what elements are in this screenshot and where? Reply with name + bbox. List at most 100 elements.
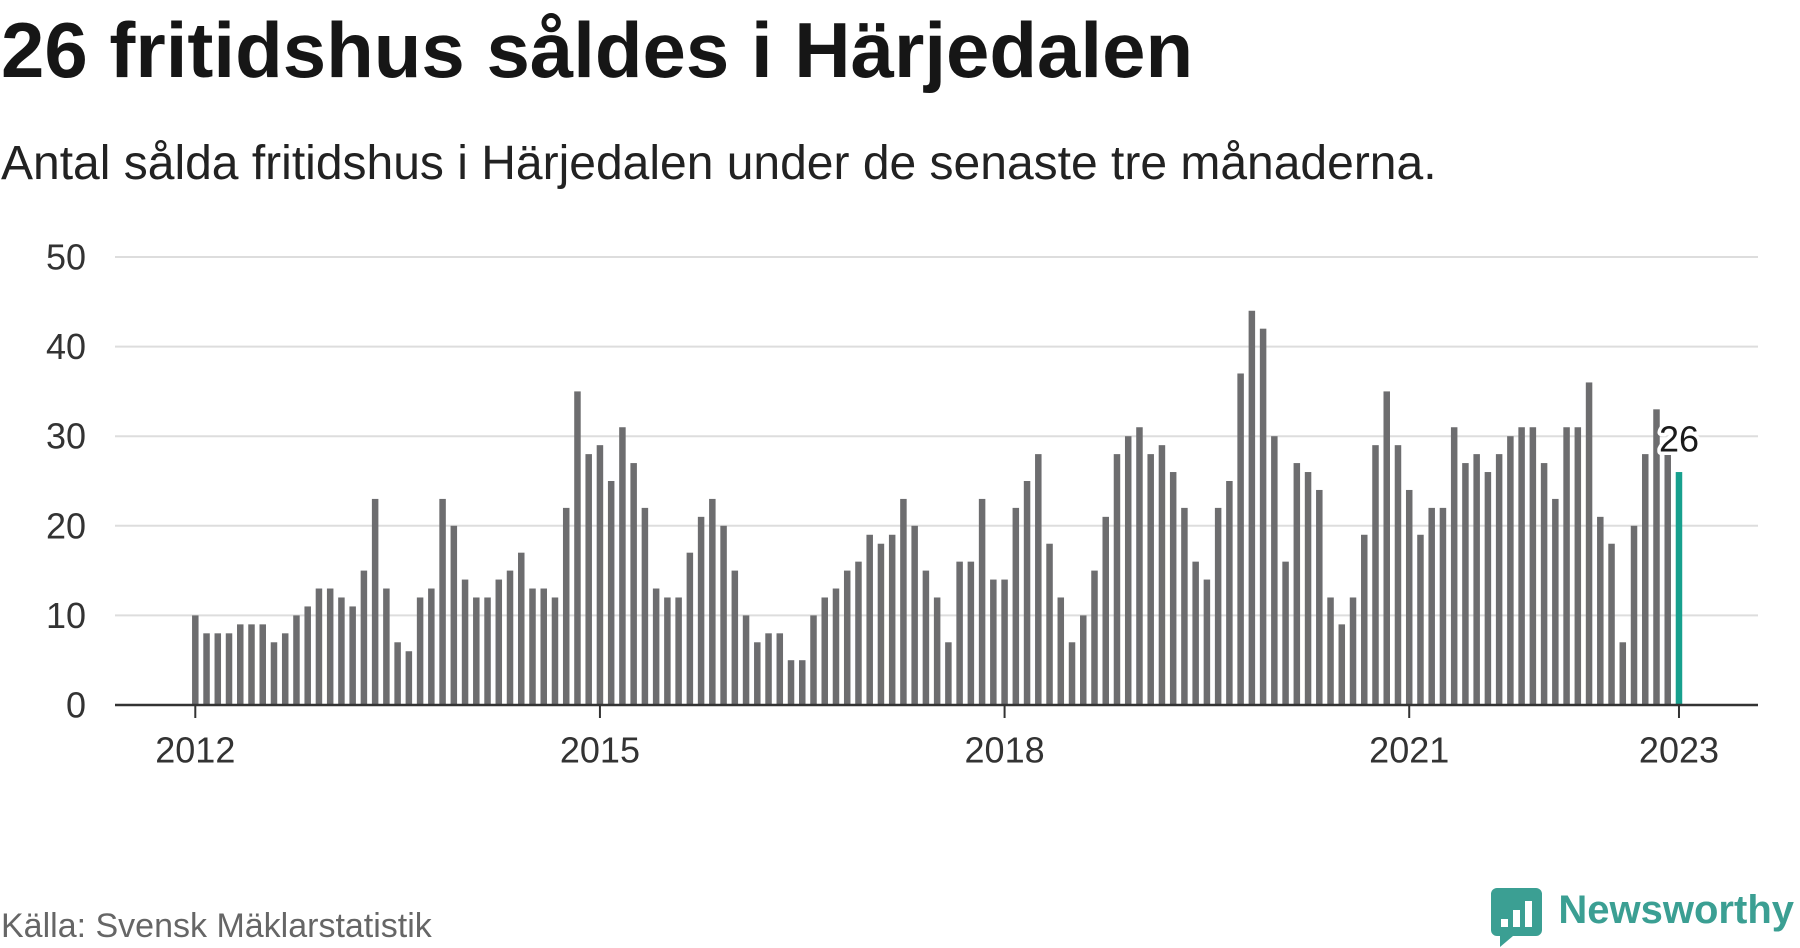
bar: [630, 463, 637, 705]
bar: [832, 588, 840, 705]
bar: [1439, 507, 1447, 705]
bar: [1507, 436, 1514, 705]
bar: [877, 543, 885, 705]
bar: [360, 570, 368, 705]
bar: [1124, 436, 1132, 705]
bar: [1293, 463, 1301, 705]
bar: [1169, 472, 1177, 705]
bar: [652, 588, 660, 705]
bar: [1046, 543, 1053, 705]
bar: [888, 534, 896, 705]
bar: [1529, 427, 1537, 705]
bar: [1023, 481, 1031, 705]
bar: [326, 588, 334, 705]
bar: [540, 588, 547, 705]
axes: 0 10 20 30 40 50 2012 2015 2018 2021 2023: [46, 237, 1758, 771]
bar: [1642, 454, 1649, 705]
bar: [956, 561, 963, 705]
y-tick-label: 50: [46, 237, 86, 278]
x-tick-label: 2021: [1369, 730, 1449, 771]
bar: [754, 642, 761, 705]
bar: [675, 597, 682, 705]
bar: [585, 454, 592, 705]
bar: [383, 588, 390, 705]
bar: [1597, 516, 1604, 705]
bar: [709, 498, 716, 705]
bar: [1259, 328, 1267, 705]
bar: [1271, 436, 1278, 705]
bar: [562, 507, 570, 705]
bar: [315, 588, 323, 705]
bar: [843, 570, 851, 705]
bar: [810, 615, 817, 705]
bar: [1394, 445, 1402, 705]
bar: [990, 579, 997, 705]
bar: [1405, 489, 1413, 705]
bar: [607, 481, 615, 705]
x-tick-label: 2018: [965, 730, 1045, 771]
bar: [1068, 642, 1076, 705]
bar: [371, 498, 379, 705]
bar: [293, 615, 300, 705]
bar: [495, 579, 503, 705]
bar: [1417, 534, 1424, 705]
y-tick-label: 0: [66, 685, 86, 726]
bar: [1316, 489, 1323, 705]
bar: [1181, 507, 1188, 705]
bar: [1136, 427, 1143, 705]
bar: [1653, 409, 1660, 705]
newsworthy-logo-icon: [1491, 888, 1543, 947]
bar: [731, 570, 739, 705]
bar: [1192, 561, 1199, 705]
bar: [237, 624, 244, 705]
bar: [686, 552, 694, 705]
bar: [1473, 454, 1480, 705]
bar: [1383, 391, 1390, 705]
x-tick-label: 2012: [155, 730, 235, 771]
y-tick-label: 30: [46, 416, 86, 457]
bar: [349, 606, 356, 705]
bar: [1462, 463, 1469, 705]
y-tick-label: 10: [46, 595, 86, 636]
bar: [461, 579, 469, 705]
bar: [473, 597, 480, 705]
bar: [270, 642, 278, 705]
bar: [428, 588, 435, 705]
bar: [1102, 516, 1109, 705]
bar: [1361, 534, 1368, 705]
chart-subtitle: Antal sålda fritidshus i Härjedalen unde…: [1, 137, 1437, 190]
bar: [799, 660, 806, 705]
bar: [1158, 445, 1166, 705]
bar: [405, 651, 413, 705]
bars: [192, 310, 1683, 705]
bar: [518, 552, 525, 705]
bar: [720, 525, 727, 705]
bar: [1057, 597, 1065, 705]
brand-logo[interactable]: Newsworthy: [1491, 888, 1794, 948]
bar: [787, 660, 795, 705]
bar: [1338, 624, 1346, 705]
bar: [1630, 525, 1638, 705]
bar: [1518, 427, 1525, 705]
bar: [765, 633, 772, 705]
gridlines: [115, 256, 1758, 617]
data-labels: 26: [1655, 415, 1702, 463]
source-note: Källa: Svensk Mäklarstatistik: [1, 907, 432, 945]
chart-title: 26 fritidshus såldes i Härjedalen: [1, 6, 1194, 94]
bar: [1080, 615, 1087, 705]
bar: [619, 427, 626, 705]
bar: [697, 516, 705, 705]
y-tick-label: 20: [46, 505, 86, 546]
bar: [1226, 481, 1233, 705]
bar: [1608, 543, 1615, 705]
bar: [281, 633, 289, 705]
bar: [1091, 570, 1098, 705]
y-tick-label: 40: [46, 326, 86, 367]
brand-name: Newsworthy: [1558, 888, 1794, 932]
bar: [203, 633, 210, 705]
bar: [900, 498, 907, 705]
bar: [664, 597, 671, 705]
bar: [1495, 454, 1503, 705]
bar: [1552, 498, 1559, 705]
